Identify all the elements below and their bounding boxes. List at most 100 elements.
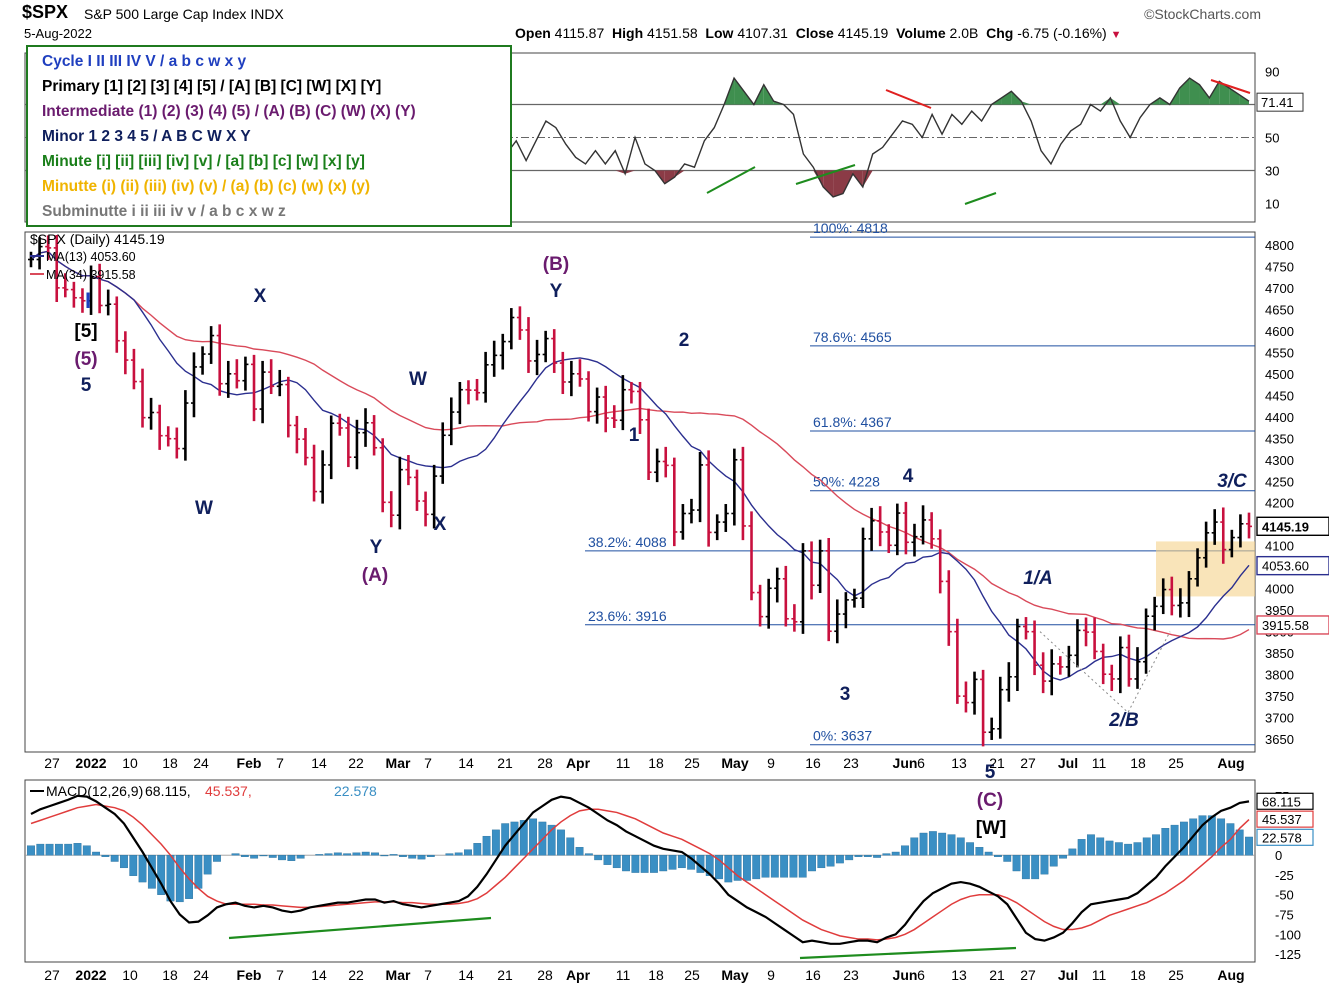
macd-x-axis-label: 21 xyxy=(497,967,513,983)
macd-histogram-bar xyxy=(817,854,826,869)
price-x-axis-label: Mar xyxy=(386,755,411,771)
macd-histogram-bar xyxy=(315,854,324,856)
rsi-tick-label: 30 xyxy=(1265,164,1279,179)
fib-level-label: 78.6%: 4565 xyxy=(813,329,892,345)
wave-label: 2/B xyxy=(1108,710,1139,731)
macd-histogram-bar xyxy=(715,854,723,880)
macd-histogram-bar xyxy=(854,854,863,857)
rsi-oversold-fill xyxy=(615,170,626,174)
macd-histogram-bar xyxy=(324,853,333,856)
macd-histogram-bar xyxy=(27,845,35,856)
macd-histogram-bar xyxy=(259,854,268,857)
macd-histogram-bar xyxy=(371,852,379,856)
macd-histogram-bar xyxy=(575,847,584,856)
macd-histogram-bar xyxy=(566,837,575,856)
macd-histogram-bar xyxy=(380,854,389,857)
ma34-legend-label: MA(34) 3915.58 xyxy=(46,268,136,282)
macd-histogram-bar xyxy=(296,854,305,859)
rsi-bull-divergence-3 xyxy=(964,192,997,205)
rsi-bull-divergence-1 xyxy=(706,166,756,194)
rsi-oversold-fill xyxy=(664,170,675,184)
macd-histogram-bar xyxy=(1124,843,1133,856)
wave-label: X xyxy=(254,286,267,307)
wave-label: 5 xyxy=(81,375,92,396)
macd-histogram-bar xyxy=(1049,854,1058,867)
price-x-axis-label: May xyxy=(721,755,748,771)
macd-histogram-bar xyxy=(743,854,751,881)
macd-tick-label: -25 xyxy=(1275,868,1294,883)
macd-histogram-bar xyxy=(1105,840,1114,856)
rsi-oversold-fill xyxy=(823,170,834,197)
fib-level-label: 38.2%: 4088 xyxy=(588,534,667,550)
macd-current-tag-value: 45.537 xyxy=(1262,812,1302,827)
macd-histogram-bar xyxy=(733,854,742,881)
open-value: 4115.87 xyxy=(554,25,605,41)
macd-histogram-bar xyxy=(640,854,649,873)
macd-histogram-bar xyxy=(194,854,203,889)
macd-histogram-bar xyxy=(901,845,909,856)
price-tick-label: 3650 xyxy=(1265,732,1294,747)
macd-histogram-bar xyxy=(45,843,54,856)
price-panel-frame xyxy=(24,231,1256,753)
macd-histogram-bar xyxy=(120,854,128,869)
macd-histogram-bar xyxy=(398,854,407,857)
price-x-axis-label: 9 xyxy=(767,755,775,771)
price-tick-label: 3950 xyxy=(1265,603,1294,618)
rsi-overbought-fill xyxy=(1209,81,1220,105)
macd-histogram-bar xyxy=(752,854,761,880)
wave-label: 2 xyxy=(679,330,690,351)
price-chart-title: $SPX (Daily) 4145.19 xyxy=(30,231,165,247)
macd-histogram-bar xyxy=(473,843,482,856)
macd-histogram-bar xyxy=(1152,834,1160,856)
macd-x-axis-label: 23 xyxy=(843,967,859,983)
rsi-overbought-fill xyxy=(1179,78,1190,105)
macd-histogram-bar xyxy=(445,853,454,856)
macd-histogram-bar xyxy=(287,854,296,861)
macd-x-axis-label: 11 xyxy=(1092,967,1107,983)
macd-x-axis-label: 25 xyxy=(1168,967,1184,983)
macd-histogram-bar xyxy=(705,854,714,876)
macd-x-axis-label: 27 xyxy=(1020,967,1036,983)
macd-histogram-bar xyxy=(157,854,166,895)
macd-histogram-bar xyxy=(110,854,119,862)
ohlc-bar: Open 4115.87 High 4151.58 Low 4107.31 Cl… xyxy=(515,25,1122,41)
macd-histogram-bar xyxy=(519,820,528,856)
price-tick-label: 4550 xyxy=(1265,345,1294,360)
price-x-axis-label: 28 xyxy=(537,755,553,771)
wave-label: (B) xyxy=(543,254,569,275)
rsi-bear-divergence-1 xyxy=(885,89,932,109)
chart-symbol: $SPX xyxy=(22,2,69,22)
macd-histogram-bar xyxy=(845,854,854,861)
macd-histogram-bar xyxy=(835,854,844,864)
open-label: Open xyxy=(515,25,551,41)
price-x-axis-label: 14 xyxy=(311,755,327,771)
index-full-name: S&P 500 Large Cap Index xyxy=(84,6,247,22)
macd-x-axis-label: Jun xyxy=(893,967,918,983)
macd-current-tag xyxy=(1256,792,1314,810)
macd-tick-label: 0 xyxy=(1275,848,1282,863)
macd-histogram-bar xyxy=(863,854,872,857)
macd-histogram-bar xyxy=(928,831,937,856)
macd-histogram-bar xyxy=(584,853,593,856)
macd-histogram-bar xyxy=(826,854,835,867)
volume-label: Volume xyxy=(896,25,946,41)
macd-histogram-bar xyxy=(677,854,686,869)
rsi-oversold-fill xyxy=(833,170,843,197)
legend-minute: Minute [i] [ii] [iii] [iv] [v] / [a] [b]… xyxy=(42,153,365,170)
macd-x-axis-label: 14 xyxy=(458,967,474,983)
macd-histogram-bar xyxy=(389,854,398,856)
chg-down-arrow-icon: ▼ xyxy=(1110,29,1122,41)
rsi-oversold-fill xyxy=(862,170,873,187)
macd-histogram-bar xyxy=(612,854,621,869)
macd-histogram-bar xyxy=(808,854,816,872)
macd-histogram-bar xyxy=(250,854,259,859)
legend-minor: Minor 1 2 3 4 5 / A B C W X Y xyxy=(42,128,251,145)
wave-label: (5) xyxy=(74,349,97,370)
price-x-axis-label: 18 xyxy=(648,755,664,771)
price-x-axis-label: 11 xyxy=(1092,755,1107,771)
fib-level-label: 50%: 4228 xyxy=(813,474,880,490)
price-x-axis-label: 22 xyxy=(348,755,364,771)
macd-x-axis-label: 11 xyxy=(616,967,631,983)
price-tick-label: 4250 xyxy=(1265,474,1294,489)
